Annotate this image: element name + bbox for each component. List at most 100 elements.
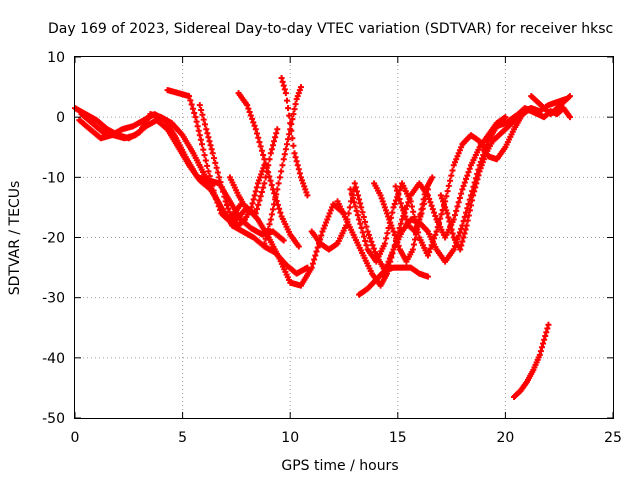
- data-point: [438, 211, 445, 218]
- data-point: [397, 220, 404, 227]
- data-point: [293, 96, 300, 103]
- data-point: [392, 197, 399, 204]
- data-point: [357, 220, 364, 227]
- data-point: [413, 231, 420, 238]
- data-points: [72, 75, 573, 400]
- data-point: [299, 177, 306, 184]
- data-point: [321, 222, 328, 229]
- data-point: [211, 192, 218, 199]
- data-point: [302, 186, 309, 193]
- data-point: [208, 146, 215, 153]
- data-point: [201, 152, 208, 159]
- data-point: [260, 184, 267, 191]
- data-point: [461, 230, 468, 237]
- series-trace-10: [356, 264, 431, 298]
- data-point: [363, 242, 370, 249]
- data-point: [188, 101, 195, 108]
- data-point: [327, 207, 334, 214]
- x-tick-label: 15: [389, 430, 407, 446]
- data-point: [357, 200, 364, 207]
- data-point: [443, 207, 450, 214]
- data-point: [268, 182, 275, 189]
- data-point: [253, 130, 260, 137]
- data-point: [441, 201, 448, 208]
- x-tick-label: 10: [281, 430, 299, 446]
- data-point: [418, 210, 425, 217]
- data-point: [429, 238, 436, 245]
- y-tick-label: -30: [42, 291, 65, 307]
- data-point: [258, 147, 265, 154]
- data-point: [294, 162, 301, 169]
- data-point: [345, 210, 352, 217]
- data-point: [267, 150, 274, 157]
- data-point: [466, 165, 473, 172]
- data-point: [225, 205, 232, 212]
- data-point: [475, 172, 482, 179]
- data-point: [463, 176, 470, 183]
- data-point: [378, 195, 385, 202]
- data-point: [198, 106, 205, 113]
- data-point: [455, 199, 462, 206]
- data-point: [213, 164, 220, 171]
- data-point: [212, 159, 219, 166]
- data-point: [294, 93, 301, 100]
- data-point: [437, 215, 444, 222]
- data-point: [566, 93, 573, 100]
- data-point: [466, 207, 473, 214]
- data-point: [444, 210, 451, 217]
- data-point: [416, 216, 423, 223]
- data-point: [215, 203, 222, 210]
- data-point: [356, 216, 363, 223]
- data-point: [297, 84, 304, 91]
- data-point: [389, 209, 396, 216]
- data-point: [465, 169, 472, 176]
- data-point: [445, 214, 452, 221]
- data-point: [403, 216, 410, 223]
- data-point: [437, 192, 444, 199]
- data-point: [443, 193, 450, 200]
- data-point: [407, 198, 414, 205]
- data-point: [196, 102, 203, 109]
- data-point: [216, 174, 223, 181]
- data-point: [283, 141, 290, 148]
- data-point: [435, 219, 442, 226]
- data-point: [474, 176, 481, 183]
- data-point: [411, 213, 418, 220]
- y-tick-label: 10: [47, 50, 65, 66]
- data-point: [404, 219, 411, 226]
- data-point: [296, 87, 303, 94]
- data-point: [356, 196, 363, 203]
- data-point: [280, 82, 287, 89]
- data-point: [421, 200, 428, 207]
- data-point: [252, 188, 259, 195]
- data-point: [278, 168, 285, 175]
- data-point: [263, 230, 270, 237]
- data-point: [453, 156, 460, 163]
- data-point: [367, 235, 374, 242]
- series-trace-17: [528, 93, 573, 118]
- data-point: [363, 223, 370, 230]
- data-point: [449, 230, 456, 237]
- data-point: [465, 212, 472, 219]
- data-point: [261, 156, 268, 163]
- data-point: [502, 114, 509, 121]
- data-point: [540, 340, 547, 347]
- data-point: [431, 235, 438, 242]
- data-point: [257, 193, 264, 200]
- data-point: [448, 172, 455, 179]
- data-point: [419, 205, 426, 212]
- data-point: [205, 168, 212, 175]
- data-point: [359, 209, 366, 216]
- data-point: [258, 171, 265, 178]
- data-point: [389, 249, 396, 256]
- data-point: [429, 206, 436, 213]
- data-point: [223, 202, 230, 209]
- data-point: [456, 147, 463, 154]
- data-point: [458, 144, 465, 151]
- data-point: [273, 191, 280, 198]
- data-point: [189, 105, 196, 112]
- data-point: [454, 203, 461, 210]
- data-point: [279, 78, 286, 85]
- data-point: [289, 116, 296, 123]
- data-point: [191, 109, 198, 116]
